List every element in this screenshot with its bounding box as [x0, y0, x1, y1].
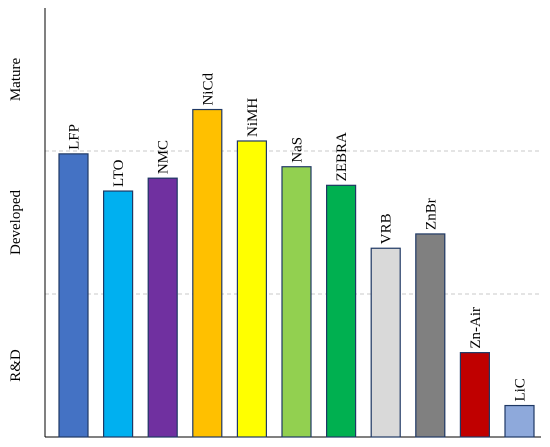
- bar-label-nicd: NiCd: [200, 73, 216, 106]
- bar-nicd: [192, 108, 223, 438]
- bar-label-nmc: NMC: [156, 140, 172, 174]
- bar-nas: [281, 166, 312, 438]
- bar-vrb: [370, 247, 401, 438]
- bar-label-lto: LTO: [111, 159, 127, 187]
- bar-lic: [504, 404, 535, 438]
- bar-zn-air: [459, 352, 490, 438]
- bar-label-vrb: VRB: [379, 213, 395, 244]
- bar-label-nas: NaS: [290, 137, 306, 163]
- bar-znbr: [415, 233, 446, 438]
- y-level-rd: R&D: [8, 349, 24, 382]
- bar-label-znbr: ZnBr: [423, 198, 439, 230]
- bar-nmc: [147, 177, 178, 438]
- bars: [58, 108, 535, 438]
- y-level-mature: Mature: [8, 58, 24, 102]
- bar-zebra: [326, 184, 357, 438]
- bar-nimh: [236, 140, 267, 438]
- bar-label-zebra: ZEBRA: [334, 132, 350, 181]
- bar-label-zn-air: Zn-Air: [468, 307, 484, 349]
- y-level-developed: Developed: [8, 190, 24, 255]
- bar-label-nimh: NiMH: [245, 98, 261, 137]
- bar-lto: [102, 190, 134, 438]
- bar-label-lic: LiC: [513, 378, 529, 401]
- y-tick-labels: R&D Developed Mature: [8, 58, 24, 382]
- bar-lfp: [58, 153, 89, 438]
- bar-label-lfp: LFP: [67, 124, 83, 150]
- bar-labels: LFP LTO NMC NiCd NiMH NaS ZEBRA VRB ZnBr Zn-Air Li…: [67, 73, 529, 402]
